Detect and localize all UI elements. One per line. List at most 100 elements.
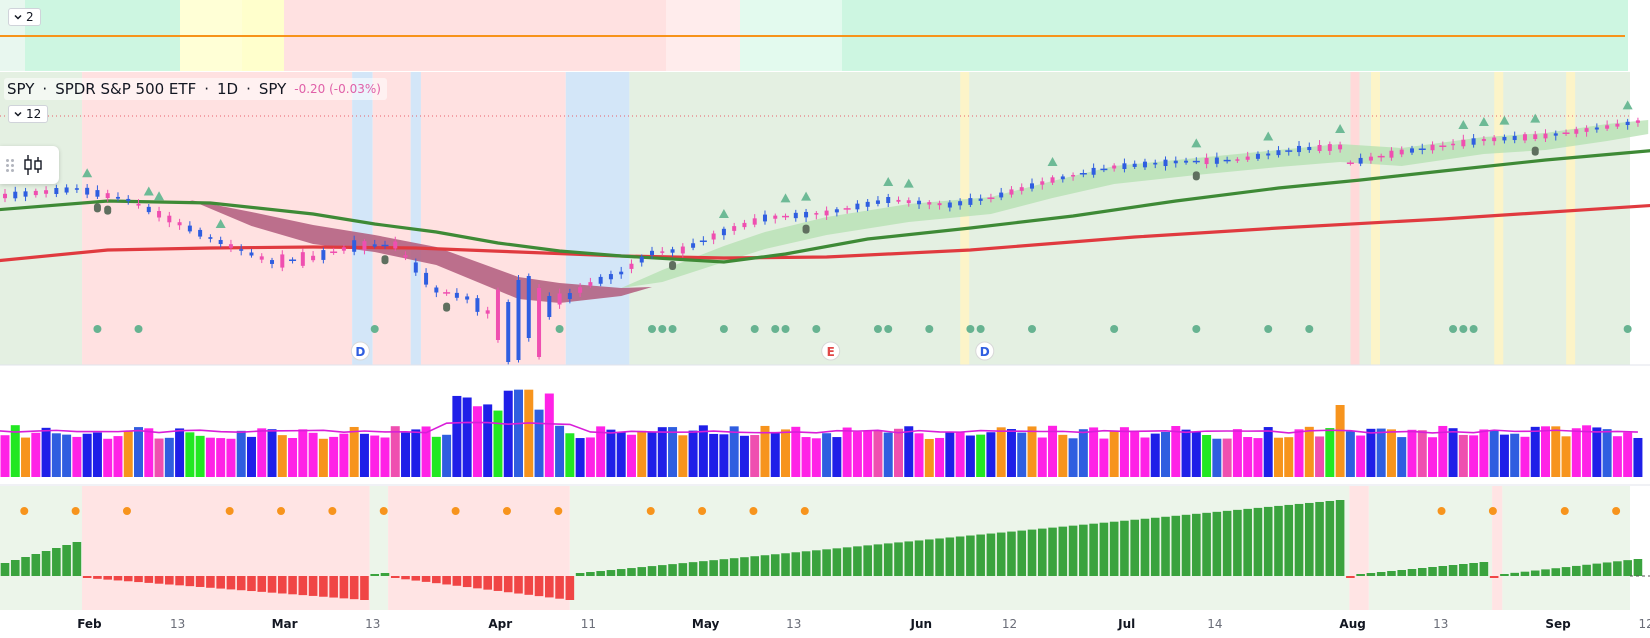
candle-body: [413, 262, 418, 273]
time-axis-label: May: [692, 617, 720, 631]
volume-bar: [1561, 436, 1571, 477]
histogram-bar: [925, 539, 934, 576]
candle-body: [1574, 129, 1579, 134]
histogram-bar: [401, 576, 410, 580]
candle-body: [23, 191, 28, 197]
signal-dot: [750, 325, 759, 333]
volume-bar: [1243, 437, 1253, 477]
histogram-bar: [247, 576, 256, 592]
candle-body: [865, 201, 870, 207]
candle-body: [917, 200, 922, 205]
drawing-toolbar[interactable]: [0, 146, 59, 184]
candle-body: [1235, 159, 1240, 161]
volume-bar: [1222, 438, 1232, 477]
trend-band: [621, 120, 1649, 288]
candle-body: [393, 241, 398, 249]
event-marker: [975, 341, 995, 361]
histogram-bar: [1366, 573, 1376, 576]
candle-body: [1615, 123, 1620, 127]
histogram-bar: [62, 545, 71, 576]
histogram-bar: [647, 566, 657, 576]
candle-body: [762, 214, 767, 222]
price-pane-collapse-button[interactable]: 12: [8, 105, 49, 123]
volume-bar: [1582, 425, 1592, 477]
histogram-bar: [575, 573, 585, 576]
breadth-dot: [1560, 507, 1569, 515]
volume-bar: [92, 432, 102, 477]
volume-bar: [72, 436, 82, 477]
histogram-bar: [668, 564, 677, 576]
histogram-bar: [514, 576, 523, 594]
volume-bar: [709, 433, 719, 477]
signal-dot: [555, 325, 564, 333]
histogram-bar: [760, 555, 770, 576]
volume-bar: [452, 395, 462, 477]
volume-bar: [1448, 428, 1458, 477]
volume-bar: [1417, 430, 1427, 477]
volume-bar: [935, 437, 945, 477]
candle-body: [1317, 144, 1322, 152]
candle-body: [1192, 160, 1200, 163]
symbol-legend[interactable]: SPY · SPDR S&P 500 ETF · 1D · SPY -0.20 …: [4, 78, 387, 100]
histogram-bar: [1037, 528, 1047, 576]
volume-bar: [555, 425, 565, 477]
top-pane-collapse-button[interactable]: 2: [8, 8, 41, 26]
histogram-bar: [1150, 517, 1160, 576]
volume-bar: [359, 433, 369, 477]
regime-band: [420, 72, 566, 365]
volume-bar: [226, 438, 236, 477]
signal-dot: [966, 325, 975, 333]
candlestick-icon[interactable]: [22, 153, 44, 177]
histogram-bar: [1181, 514, 1191, 576]
time-axis-label: Aug: [1339, 617, 1365, 631]
volume-bar: [1541, 426, 1550, 477]
volume-bar: [216, 438, 226, 477]
histogram-bar: [236, 576, 246, 591]
histogram-bar: [1058, 526, 1068, 576]
candle-body: [834, 209, 839, 213]
volume-bar: [288, 438, 298, 477]
candle-body: [1377, 155, 1385, 158]
candle-body: [752, 218, 757, 225]
candle-body: [454, 292, 459, 298]
signal-dot: [668, 325, 677, 333]
drag-handle-icon[interactable]: [6, 158, 14, 172]
histogram-bar: [452, 576, 462, 586]
volume-bar: [390, 426, 400, 477]
histogram-bar: [1479, 562, 1489, 576]
candle-body: [711, 233, 716, 240]
candle-body: [1142, 161, 1147, 168]
volume-bar: [1130, 431, 1140, 477]
legend-name: SPDR S&P 500 ETF: [55, 80, 197, 98]
volume-bar: [329, 436, 339, 477]
candle-body: [804, 211, 809, 218]
legend-interval: 1D: [216, 80, 239, 98]
volume-bar: [1109, 431, 1119, 477]
histogram-bar: [72, 542, 82, 576]
volume-bar: [1356, 435, 1366, 477]
candle-body: [1019, 187, 1024, 191]
histogram-bar: [1253, 507, 1263, 576]
signal-dot: [1449, 325, 1458, 333]
volume-bar: [739, 435, 749, 477]
candle-body: [567, 293, 572, 299]
histogram-bar: [822, 549, 831, 576]
regime-band: [410, 72, 421, 365]
volume-bar: [134, 427, 144, 477]
candle-body: [968, 198, 973, 205]
buy-signal-triangle: [1478, 117, 1489, 126]
buy-signal-triangle: [1530, 113, 1541, 123]
volume-bar: [1294, 429, 1304, 477]
histogram-bar: [606, 570, 616, 576]
legend-separator: ·: [204, 80, 209, 98]
volume-bar: [277, 435, 287, 477]
time-axis-label: Feb: [77, 617, 102, 631]
breadth-dot: [122, 507, 131, 515]
regime-band: [352, 72, 373, 365]
buy-signal-triangle: [801, 191, 812, 201]
volume-bar: [852, 431, 862, 477]
volume-bar: [1407, 429, 1417, 477]
histogram-bar: [370, 574, 380, 576]
volume-bar: [123, 431, 133, 477]
